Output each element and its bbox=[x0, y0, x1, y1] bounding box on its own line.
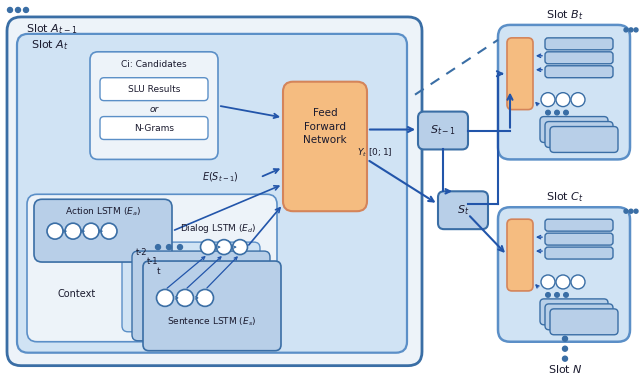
Circle shape bbox=[555, 293, 559, 297]
Circle shape bbox=[8, 8, 13, 12]
FancyBboxPatch shape bbox=[545, 52, 613, 64]
FancyBboxPatch shape bbox=[100, 117, 208, 139]
Circle shape bbox=[564, 110, 568, 115]
FancyBboxPatch shape bbox=[283, 82, 367, 211]
Text: N-Grams: N-Grams bbox=[134, 124, 174, 133]
Text: Context: Context bbox=[57, 289, 95, 299]
Circle shape bbox=[546, 293, 550, 297]
FancyBboxPatch shape bbox=[550, 309, 618, 335]
Text: $E(S_{t-1})$: $E(S_{t-1})$ bbox=[202, 171, 238, 184]
Text: t-2: t-2 bbox=[136, 247, 147, 256]
Circle shape bbox=[564, 293, 568, 297]
FancyBboxPatch shape bbox=[34, 199, 172, 262]
FancyBboxPatch shape bbox=[540, 299, 608, 325]
Text: $S_t$: $S_t$ bbox=[457, 203, 469, 217]
Text: Forward: Forward bbox=[304, 121, 346, 132]
FancyBboxPatch shape bbox=[545, 219, 613, 231]
FancyBboxPatch shape bbox=[143, 261, 281, 351]
Circle shape bbox=[65, 223, 81, 239]
Text: Slot $A_{t-1}$: Slot $A_{t-1}$ bbox=[26, 22, 77, 36]
FancyBboxPatch shape bbox=[498, 207, 630, 342]
FancyBboxPatch shape bbox=[100, 78, 208, 101]
FancyBboxPatch shape bbox=[498, 25, 630, 159]
FancyBboxPatch shape bbox=[17, 34, 407, 353]
FancyBboxPatch shape bbox=[545, 121, 613, 147]
Circle shape bbox=[556, 92, 570, 107]
FancyBboxPatch shape bbox=[545, 66, 613, 78]
Text: Slot $N$: Slot $N$ bbox=[548, 362, 582, 374]
Circle shape bbox=[156, 245, 161, 250]
Text: Feed: Feed bbox=[313, 108, 337, 118]
Circle shape bbox=[634, 209, 638, 213]
FancyBboxPatch shape bbox=[550, 127, 618, 152]
FancyBboxPatch shape bbox=[545, 38, 613, 50]
FancyBboxPatch shape bbox=[122, 242, 260, 332]
Circle shape bbox=[177, 245, 182, 250]
Circle shape bbox=[541, 275, 555, 289]
Circle shape bbox=[571, 275, 585, 289]
Text: SLU Results: SLU Results bbox=[128, 85, 180, 94]
Circle shape bbox=[634, 28, 638, 32]
FancyBboxPatch shape bbox=[545, 233, 613, 245]
Circle shape bbox=[624, 28, 628, 32]
Circle shape bbox=[563, 336, 568, 341]
Circle shape bbox=[196, 290, 214, 306]
Circle shape bbox=[624, 209, 628, 213]
Circle shape bbox=[571, 92, 585, 107]
Circle shape bbox=[157, 290, 173, 306]
Text: Ci: Candidates: Ci: Candidates bbox=[121, 60, 187, 69]
Circle shape bbox=[216, 240, 232, 255]
FancyBboxPatch shape bbox=[507, 219, 533, 291]
Circle shape bbox=[101, 223, 117, 239]
FancyBboxPatch shape bbox=[132, 251, 270, 341]
Circle shape bbox=[24, 8, 29, 12]
Text: t-1: t-1 bbox=[147, 256, 159, 265]
Text: $S_{t-1}$: $S_{t-1}$ bbox=[430, 124, 456, 137]
Text: Network: Network bbox=[303, 135, 347, 146]
Circle shape bbox=[541, 92, 555, 107]
Circle shape bbox=[232, 240, 248, 255]
Circle shape bbox=[83, 223, 99, 239]
Circle shape bbox=[546, 110, 550, 115]
Text: Slot $C_t$: Slot $C_t$ bbox=[546, 190, 584, 204]
FancyBboxPatch shape bbox=[438, 191, 488, 229]
Circle shape bbox=[556, 275, 570, 289]
FancyBboxPatch shape bbox=[418, 112, 468, 149]
Circle shape bbox=[177, 290, 193, 306]
Circle shape bbox=[200, 240, 216, 255]
Text: $Y_t\ [0;1]$: $Y_t\ [0;1]$ bbox=[357, 146, 393, 159]
FancyBboxPatch shape bbox=[545, 247, 613, 259]
FancyBboxPatch shape bbox=[7, 17, 422, 365]
Text: Slot $B_t$: Slot $B_t$ bbox=[546, 8, 584, 22]
FancyBboxPatch shape bbox=[90, 52, 218, 159]
Circle shape bbox=[555, 110, 559, 115]
Circle shape bbox=[15, 8, 20, 12]
Text: Sentence LSTM ($E_s$): Sentence LSTM ($E_s$) bbox=[167, 315, 257, 328]
FancyBboxPatch shape bbox=[507, 38, 533, 109]
Circle shape bbox=[563, 356, 568, 361]
Circle shape bbox=[629, 209, 633, 213]
Text: or: or bbox=[149, 105, 159, 114]
Text: t: t bbox=[157, 267, 161, 276]
Text: Dialog LSTM ($E_d$): Dialog LSTM ($E_d$) bbox=[180, 222, 256, 235]
FancyBboxPatch shape bbox=[545, 304, 613, 330]
FancyBboxPatch shape bbox=[540, 117, 608, 143]
Circle shape bbox=[629, 28, 633, 32]
FancyBboxPatch shape bbox=[27, 194, 277, 342]
Circle shape bbox=[563, 346, 568, 351]
Circle shape bbox=[47, 223, 63, 239]
Circle shape bbox=[166, 245, 172, 250]
Text: Slot $A_t$: Slot $A_t$ bbox=[31, 38, 69, 52]
Text: Action LSTM ($E_a$): Action LSTM ($E_a$) bbox=[65, 206, 141, 218]
